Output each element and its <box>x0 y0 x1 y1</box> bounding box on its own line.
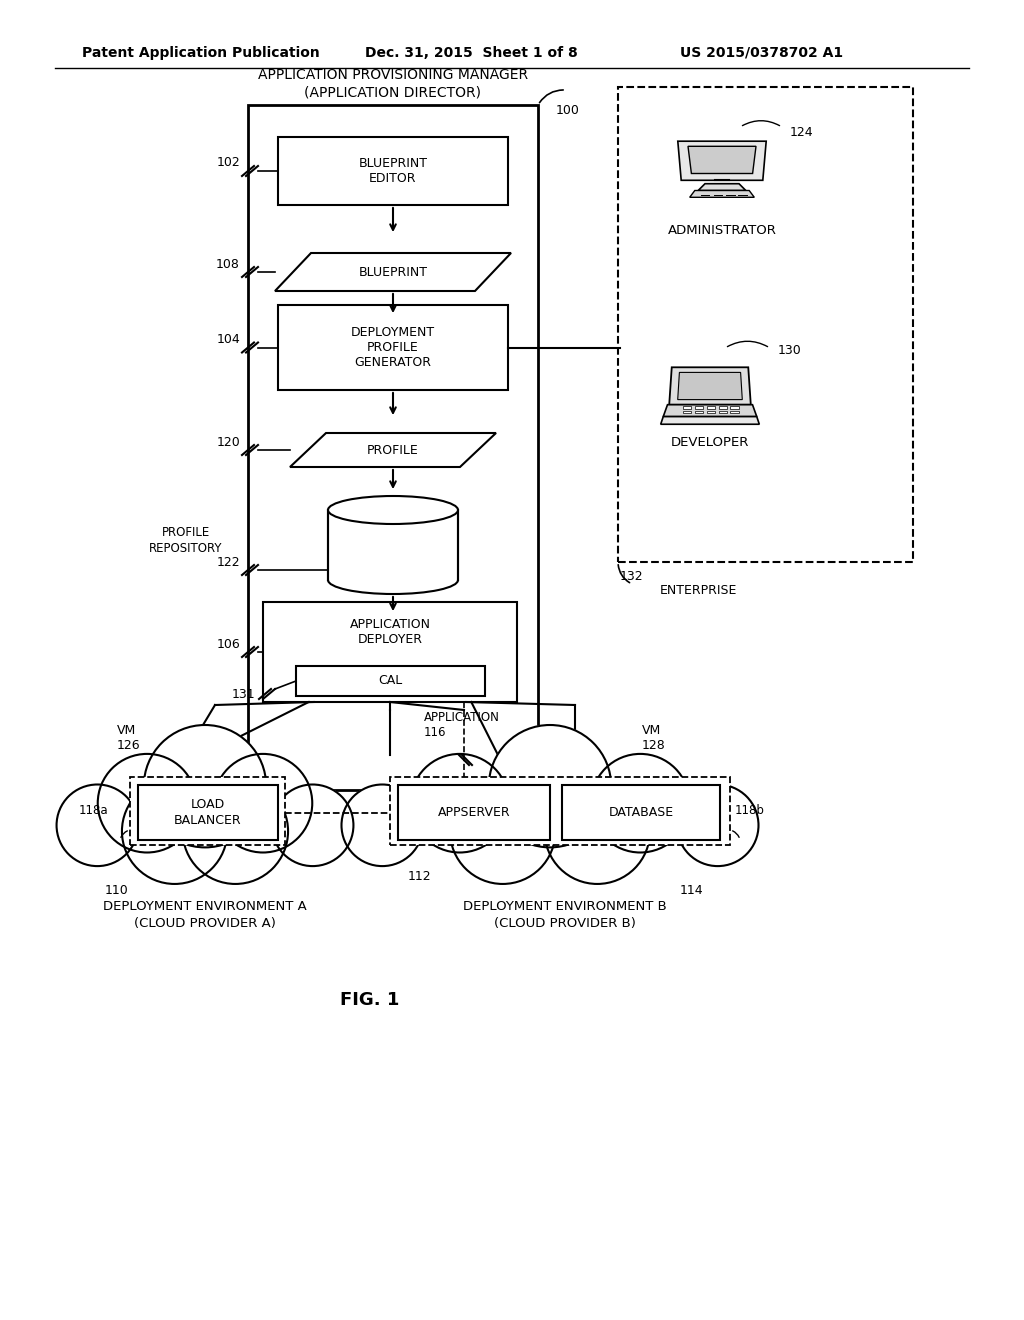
Text: (APPLICATION DIRECTOR): (APPLICATION DIRECTOR) <box>304 84 481 99</box>
Bar <box>278 137 508 205</box>
Text: 132: 132 <box>620 569 644 582</box>
Polygon shape <box>275 253 511 290</box>
Circle shape <box>341 784 423 866</box>
Text: 112: 112 <box>408 870 432 883</box>
Polygon shape <box>290 433 496 467</box>
Text: VM
128: VM 128 <box>642 723 666 752</box>
Text: (CLOUD PROVIDER A): (CLOUD PROVIDER A) <box>134 916 275 929</box>
Polygon shape <box>698 183 745 190</box>
Polygon shape <box>664 405 757 417</box>
Text: 124: 124 <box>790 127 814 140</box>
Text: (CLOUD PROVIDER B): (CLOUD PROVIDER B) <box>494 916 636 929</box>
Circle shape <box>488 725 611 847</box>
Text: 131: 131 <box>231 689 255 701</box>
Text: PROFILE: PROFILE <box>368 444 419 457</box>
Text: FIG. 1: FIG. 1 <box>340 991 399 1008</box>
Circle shape <box>214 754 312 853</box>
Bar <box>248 106 538 789</box>
Polygon shape <box>660 417 760 424</box>
Text: ADMINISTRATOR: ADMINISTRATOR <box>668 223 776 236</box>
Bar <box>618 87 913 562</box>
Text: 122: 122 <box>216 556 240 569</box>
Circle shape <box>411 754 509 853</box>
Text: 108: 108 <box>216 257 240 271</box>
Text: Dec. 31, 2015  Sheet 1 of 8: Dec. 31, 2015 Sheet 1 of 8 <box>365 46 578 59</box>
Text: APPLICATION
116: APPLICATION 116 <box>424 711 500 739</box>
Bar <box>730 411 739 413</box>
Circle shape <box>450 779 555 884</box>
Bar <box>730 407 739 409</box>
Text: 110: 110 <box>105 883 129 896</box>
Bar <box>130 777 285 845</box>
Text: 118a: 118a <box>79 804 108 817</box>
Polygon shape <box>678 372 742 400</box>
Text: 106: 106 <box>216 638 240 651</box>
Bar <box>719 411 727 413</box>
Text: US 2015/0378702 A1: US 2015/0378702 A1 <box>680 46 843 59</box>
Circle shape <box>677 784 759 866</box>
Text: DATABASE: DATABASE <box>608 807 674 818</box>
Circle shape <box>56 784 138 866</box>
Text: 114: 114 <box>680 883 703 896</box>
Text: PROFILE: PROFILE <box>162 527 210 540</box>
Text: LOAD
BALANCER: LOAD BALANCER <box>174 799 242 826</box>
Circle shape <box>182 779 288 884</box>
Polygon shape <box>670 367 751 405</box>
Text: DEVELOPER: DEVELOPER <box>671 436 750 449</box>
Bar <box>707 411 715 413</box>
Bar <box>694 411 703 413</box>
Bar <box>278 305 508 389</box>
Text: DEPLOYMENT ENVIRONMENT B: DEPLOYMENT ENVIRONMENT B <box>463 900 667 913</box>
Circle shape <box>271 784 353 866</box>
Text: ENTERPRISE: ENTERPRISE <box>660 583 737 597</box>
Bar <box>683 411 691 413</box>
Text: APPSERVER: APPSERVER <box>437 807 510 818</box>
Bar <box>263 602 517 702</box>
Text: BLUEPRINT
EDITOR: BLUEPRINT EDITOR <box>358 157 427 185</box>
Text: DEPLOYMENT ENVIRONMENT A: DEPLOYMENT ENVIRONMENT A <box>103 900 307 913</box>
Bar <box>562 785 720 840</box>
Text: 130: 130 <box>778 343 802 356</box>
Text: REPOSITORY: REPOSITORY <box>150 543 223 556</box>
Text: 102: 102 <box>216 157 240 169</box>
Bar <box>296 667 485 696</box>
Text: 118b: 118b <box>735 804 765 817</box>
Bar <box>390 777 730 845</box>
Bar <box>398 785 550 840</box>
Text: Patent Application Publication: Patent Application Publication <box>82 46 319 59</box>
Circle shape <box>122 779 227 884</box>
Circle shape <box>143 725 266 847</box>
Text: APPLICATION PROVISIONING MANAGER: APPLICATION PROVISIONING MANAGER <box>258 69 528 82</box>
Bar <box>328 510 458 579</box>
Bar <box>719 407 727 409</box>
Bar <box>707 407 715 409</box>
Text: APPLICATION
DEPLOYER: APPLICATION DEPLOYER <box>349 618 430 645</box>
Bar <box>694 407 703 409</box>
Bar <box>683 407 691 409</box>
Polygon shape <box>688 147 756 173</box>
Ellipse shape <box>328 496 458 524</box>
Text: 120: 120 <box>216 436 240 449</box>
Text: VM
126: VM 126 <box>117 723 140 752</box>
Text: CAL: CAL <box>379 675 402 688</box>
Polygon shape <box>678 141 766 181</box>
Circle shape <box>545 779 650 884</box>
Circle shape <box>97 754 197 853</box>
Circle shape <box>591 754 689 853</box>
Text: 100: 100 <box>556 103 580 116</box>
Bar <box>138 785 278 840</box>
Text: DEPLOYMENT
PROFILE
GENERATOR: DEPLOYMENT PROFILE GENERATOR <box>351 326 435 370</box>
Text: BLUEPRINT: BLUEPRINT <box>358 265 427 279</box>
Text: 104: 104 <box>216 333 240 346</box>
Polygon shape <box>690 190 755 197</box>
